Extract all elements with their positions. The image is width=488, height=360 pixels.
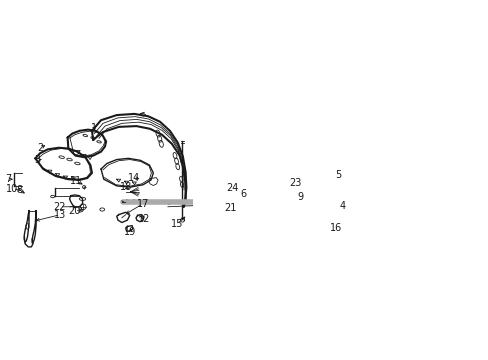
Text: 1: 1	[91, 123, 97, 133]
Text: 22: 22	[53, 202, 66, 212]
Text: 2: 2	[38, 143, 44, 153]
Text: 18: 18	[120, 182, 132, 192]
Text: 10: 10	[6, 184, 19, 194]
Text: 17: 17	[137, 199, 149, 208]
Text: 5: 5	[334, 170, 341, 180]
Text: 3: 3	[34, 154, 40, 165]
Text: 16: 16	[329, 223, 341, 233]
Text: 4: 4	[339, 201, 346, 211]
Text: 6: 6	[240, 189, 245, 199]
Text: 12: 12	[138, 213, 150, 224]
Text: 14: 14	[128, 173, 141, 183]
Text: 15: 15	[170, 219, 183, 229]
Text: 24: 24	[225, 183, 238, 193]
Text: 20: 20	[68, 206, 81, 216]
Text: 9: 9	[297, 192, 303, 202]
Text: 19: 19	[124, 227, 136, 237]
Text: 11: 11	[70, 176, 82, 186]
Text: 13: 13	[54, 210, 66, 220]
Text: 23: 23	[288, 178, 301, 188]
Text: 8: 8	[16, 185, 22, 195]
Text: 21: 21	[224, 203, 237, 212]
Text: 7: 7	[5, 174, 12, 184]
